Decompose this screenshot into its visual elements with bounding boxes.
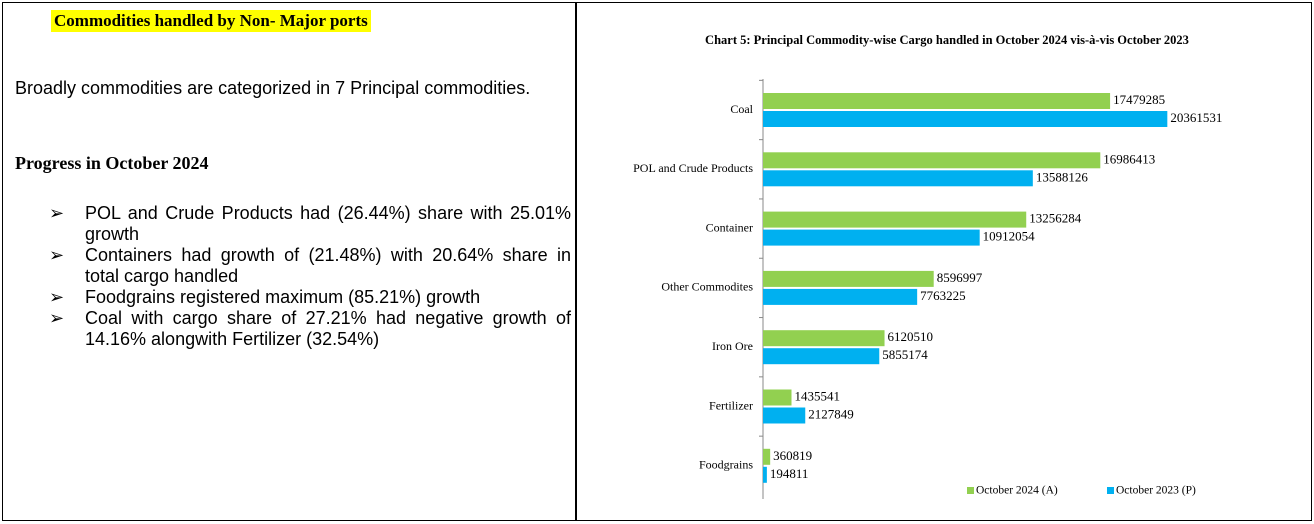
bullet: Containers had growth of (21.48%) with 2… [3,245,571,287]
data-label: 194811 [770,466,809,481]
legend-label: October 2023 (P) [1116,485,1196,497]
intro: Broadly commodities are categorized in 7… [15,78,531,98]
subheading: Progress in October 2024 [15,153,209,173]
category-label: Container [706,220,753,234]
bar [763,389,792,406]
category-label: Iron Ore [712,339,753,353]
bar [763,330,885,347]
bar [763,407,806,424]
data-label: 13588126 [1036,169,1089,184]
bar [763,348,880,365]
bar [763,466,767,483]
category-label: Coal [730,102,753,116]
data-label: 5855174 [882,347,928,362]
bullet-list: POL and Crude Products had (26.44%) shar… [3,203,571,350]
data-label: 13256284 [1029,211,1082,226]
bar [763,170,1033,187]
bar [763,93,1111,109]
data-label: 17479285 [1113,92,1165,107]
legend-label: October 2024 (A) [976,485,1058,497]
data-label: 2127849 [808,406,854,421]
chart: Chart 5: Principal Commodity-wise Cargo … [633,33,1222,499]
category-label: Other Commodites [661,280,753,294]
bullet: Foodgrains registered maximum (85.21%) g… [3,287,571,308]
data-label: 10912054 [983,229,1036,244]
data-label: 1435541 [795,388,841,403]
heading: Commodities handled by Non- Major ports [51,10,371,32]
chart-title: Chart 5: Principal Commodity-wise Cargo … [705,33,1189,47]
legend-swatch [967,487,974,494]
data-label: 6120510 [888,329,934,344]
bullet: Coal with cargo share of 27.21% had nega… [3,308,571,350]
data-label: 7763225 [920,288,966,303]
bar [763,288,918,305]
bar [763,111,1168,127]
category-label: POL and Crude Products [633,161,753,175]
bar [763,448,771,465]
bullet: POL and Crude Products had (26.44%) shar… [3,203,571,245]
data-label: 20361531 [1170,110,1222,125]
bar [763,229,980,246]
data-label: 16986413 [1103,151,1155,166]
data-label: 8596997 [937,270,983,285]
text-cell: Commodities handled by Non- Major ports … [2,2,576,521]
bar [763,270,934,287]
legend-swatch [1107,487,1114,494]
data-label: 360819 [773,448,812,463]
category-label: Fertilizer [709,398,753,412]
category-label: Foodgrains [699,458,753,472]
bar [763,211,1027,228]
chart-cell: Chart 5: Principal Commodity-wise Cargo … [576,2,1312,521]
bar [763,152,1101,169]
